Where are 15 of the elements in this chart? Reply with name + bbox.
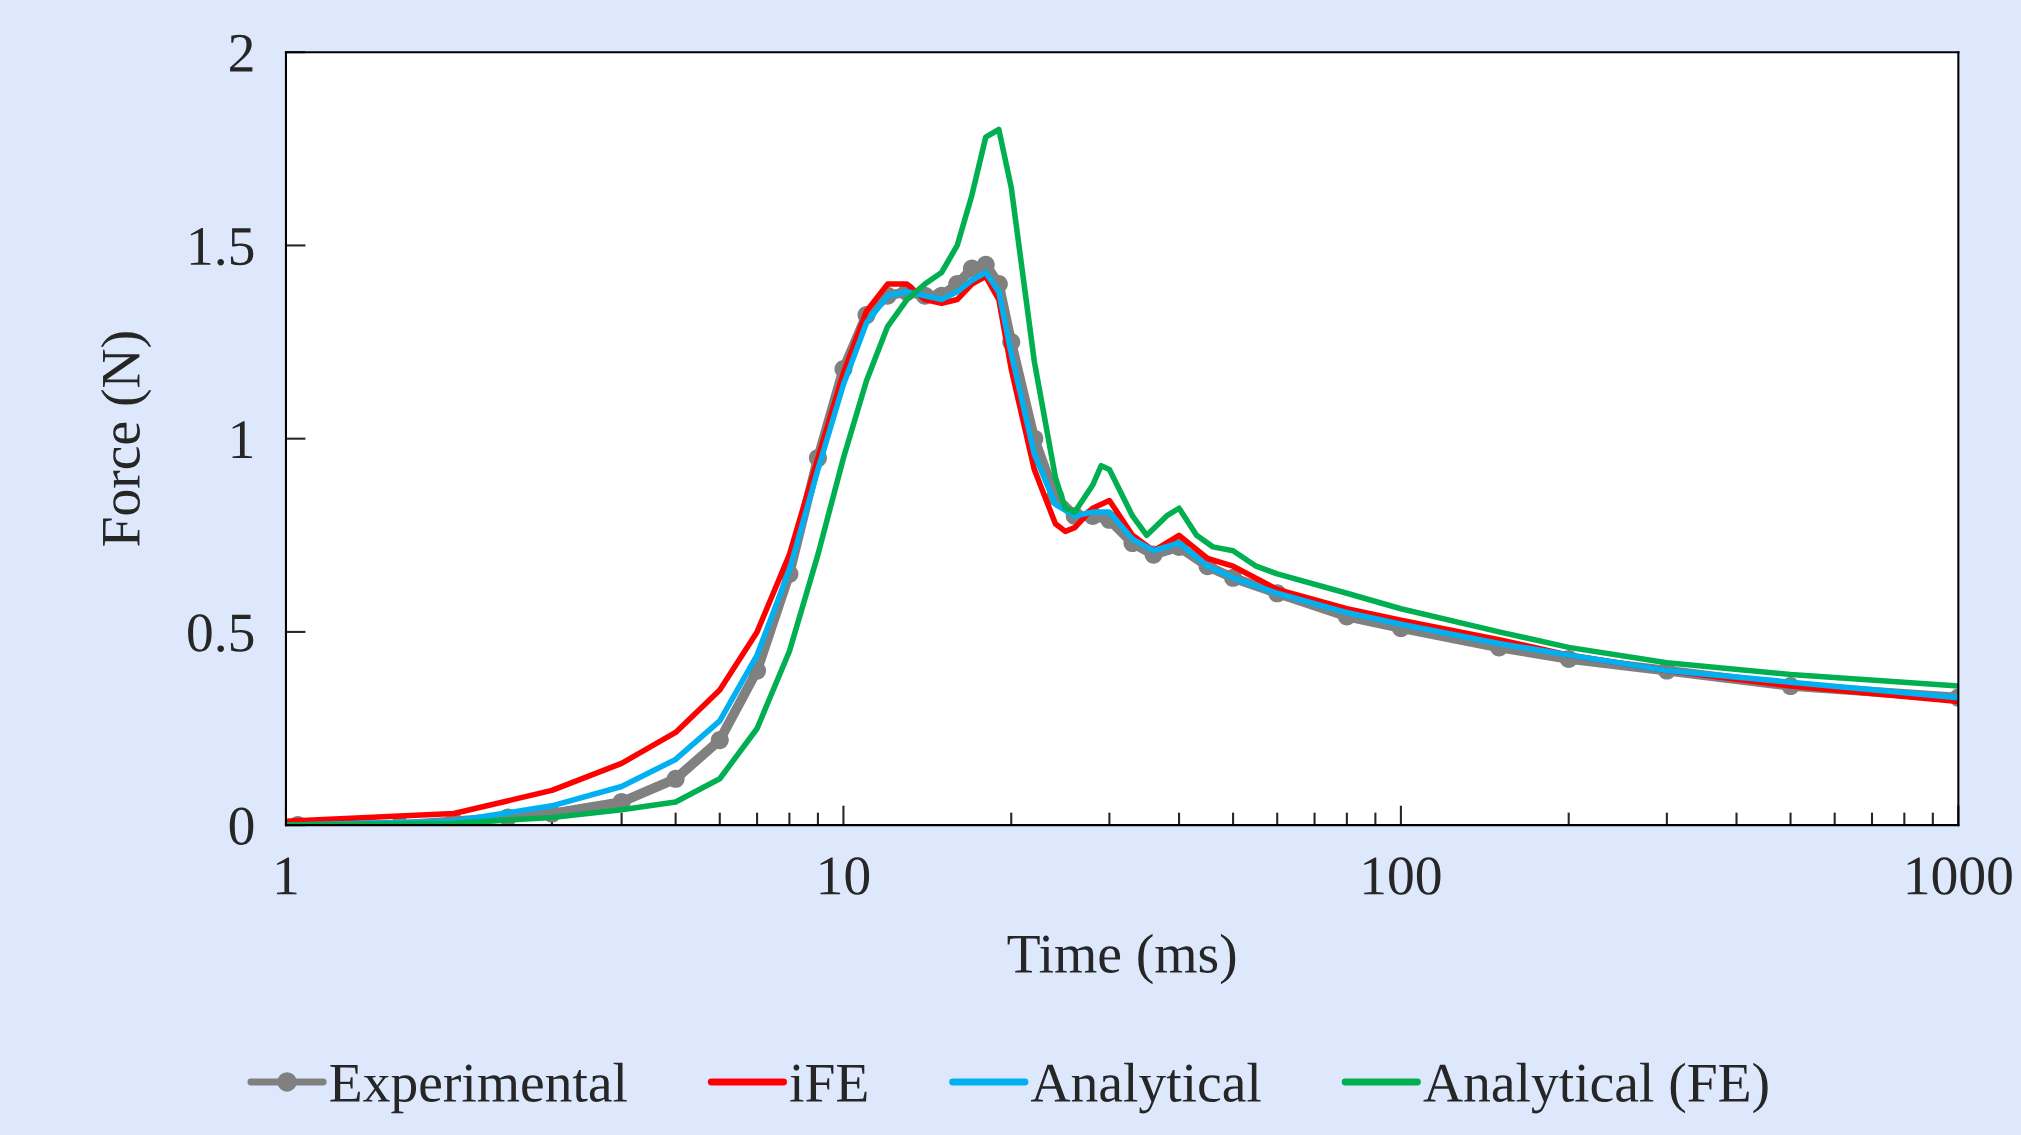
x-axis-title: Time (ms) (1007, 933, 1236, 985)
y-tick-label: 0 (229, 807, 254, 845)
legend-label: Analytical (FE) (1423, 1062, 1768, 1114)
legend-label: Experimental (330, 1062, 627, 1114)
y-tick-label: 1 (232, 421, 253, 458)
y-tick-label: 2 (230, 34, 253, 72)
y-tick-label: 1.5 (190, 228, 254, 266)
y-axis-title: Force (N) (100, 332, 152, 546)
x-tick-label: 1000 (1907, 857, 2012, 895)
x-tick-label: 1 (276, 857, 297, 895)
y-tick-label: 0.5 (188, 614, 254, 652)
x-tick-label: 100 (1364, 857, 1441, 895)
legend-label: iFE (790, 1064, 867, 1102)
x-tick-label: 10 (820, 857, 870, 895)
legend-label: Analytical (1031, 1062, 1261, 1114)
